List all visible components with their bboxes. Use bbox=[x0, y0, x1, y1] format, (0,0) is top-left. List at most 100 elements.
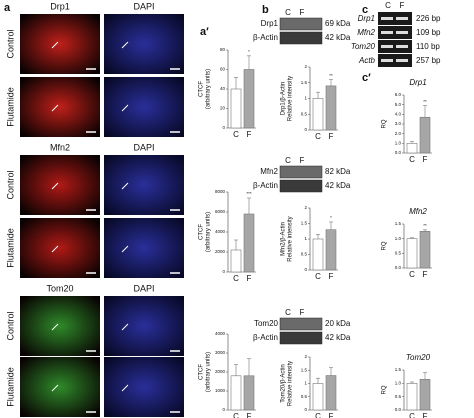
micrograph bbox=[20, 77, 100, 137]
y-tick-label: 0.5 bbox=[395, 251, 402, 256]
y-axis-label: (arbitrary units) bbox=[206, 212, 212, 252]
y-tick-label: 2 bbox=[304, 205, 307, 210]
x-tick-label: F bbox=[247, 274, 252, 283]
arrow bbox=[51, 384, 59, 392]
gel-band bbox=[396, 17, 408, 20]
y-tick-label: 2 bbox=[304, 354, 307, 359]
x-tick-label: F bbox=[329, 272, 334, 281]
bar bbox=[230, 88, 242, 129]
bar bbox=[243, 375, 255, 411]
blot-band bbox=[279, 165, 323, 179]
bar bbox=[230, 375, 242, 411]
row-label: Flutamide bbox=[5, 367, 15, 407]
band-name: Actb bbox=[358, 56, 376, 65]
y-tick-label: 2 bbox=[304, 64, 307, 69]
y-axis-label: RQ bbox=[382, 385, 388, 394]
row-label: Control bbox=[5, 29, 15, 58]
y-tick-label: 1000 bbox=[215, 388, 226, 393]
y-tick-label: 0.5 bbox=[301, 252, 308, 257]
x-tick-label: F bbox=[329, 132, 334, 141]
y-axis-label: CTCF bbox=[199, 81, 205, 97]
micrograph bbox=[20, 155, 100, 215]
y-tick-label: 1 bbox=[304, 96, 307, 101]
y-tick-label: 1.0 bbox=[395, 381, 402, 386]
bar bbox=[230, 249, 242, 273]
significance: * bbox=[330, 215, 332, 220]
y-axis-label: RQ bbox=[382, 241, 388, 250]
x-tick-label: C bbox=[315, 132, 321, 141]
band-size: 257 bp bbox=[416, 56, 441, 65]
significance: *** bbox=[246, 191, 252, 196]
band-size: 226 bp bbox=[416, 14, 441, 23]
y-axis-label: Relative intensity bbox=[288, 216, 294, 261]
arrow bbox=[51, 323, 59, 331]
bar bbox=[325, 375, 337, 411]
gel-lane bbox=[378, 12, 412, 25]
y-tick-label: 2.0 bbox=[395, 131, 402, 136]
band-name: Tom20 bbox=[254, 319, 279, 328]
y-tick-label: 0.5 bbox=[301, 394, 308, 399]
y-axis-label: Drp1/β-Actin bbox=[281, 82, 287, 115]
arrow bbox=[121, 245, 129, 253]
band-name: Mfn2 bbox=[357, 28, 375, 37]
stain-label: DAPI bbox=[133, 283, 154, 293]
micrograph bbox=[104, 77, 184, 137]
y-tick-label: 80 bbox=[220, 47, 226, 52]
y-tick-label: 3.0 bbox=[395, 121, 402, 126]
row-label: Flutamide bbox=[5, 87, 15, 127]
y-tick-label: 1.0 bbox=[395, 236, 402, 241]
band-size: 69 kDa bbox=[325, 19, 351, 28]
row-label: Control bbox=[5, 311, 15, 340]
y-axis-label: CTCF bbox=[199, 364, 205, 380]
y-tick-label: 60 bbox=[220, 67, 226, 72]
micrograph bbox=[104, 296, 184, 356]
y-tick-label: 0 bbox=[222, 125, 225, 130]
stain-label: Tom20 bbox=[46, 283, 73, 293]
micrograph bbox=[104, 357, 184, 417]
band-name: β-Actin bbox=[253, 333, 278, 342]
x-tick-label: F bbox=[423, 155, 428, 164]
stain-label: DAPI bbox=[133, 1, 154, 11]
chart-title: Mfn2 bbox=[409, 207, 427, 216]
gel-band bbox=[396, 45, 408, 48]
blot-band bbox=[279, 17, 323, 31]
y-tick-label: 0 bbox=[222, 407, 225, 412]
panel-label: a′ bbox=[200, 26, 209, 38]
gel-band bbox=[396, 59, 408, 62]
bar bbox=[406, 383, 418, 411]
y-tick-label: 0.0 bbox=[395, 407, 402, 412]
bar bbox=[419, 116, 431, 154]
significance: ** bbox=[423, 223, 427, 228]
x-tick-label: F bbox=[423, 270, 428, 279]
gel-lane bbox=[378, 26, 412, 39]
arrow bbox=[51, 41, 59, 49]
band-size: 82 kDa bbox=[325, 167, 351, 176]
bar bbox=[406, 238, 418, 269]
y-tick-label: 0.0 bbox=[395, 265, 402, 270]
y-tick-label: 20 bbox=[220, 106, 226, 111]
y-axis-label: Relative intensity bbox=[288, 361, 294, 406]
bar bbox=[312, 98, 324, 131]
y-tick-label: 0 bbox=[304, 127, 307, 132]
condition-label: F bbox=[300, 8, 305, 17]
bar bbox=[419, 231, 431, 269]
y-tick-label: 0 bbox=[222, 269, 225, 274]
y-tick-label: 6000 bbox=[215, 209, 226, 214]
blot-band bbox=[279, 179, 323, 193]
condition-label: F bbox=[300, 156, 305, 165]
significance: ** bbox=[329, 73, 333, 78]
condition-label: C bbox=[285, 308, 291, 317]
panel-label: b bbox=[262, 4, 269, 16]
y-tick-label: 1.0 bbox=[395, 141, 402, 146]
y-tick-label: 1.5 bbox=[395, 367, 402, 372]
gel-band bbox=[381, 45, 393, 48]
micrograph bbox=[20, 218, 100, 278]
gel-lane bbox=[378, 40, 412, 53]
panel-label: c′ bbox=[362, 72, 371, 84]
arrow bbox=[51, 104, 59, 112]
micrograph bbox=[20, 296, 100, 356]
y-axis-label: Relative intensity bbox=[288, 76, 294, 121]
y-tick-label: 0.5 bbox=[395, 394, 402, 399]
condition-label: C bbox=[385, 1, 391, 10]
blot-band bbox=[279, 31, 323, 45]
